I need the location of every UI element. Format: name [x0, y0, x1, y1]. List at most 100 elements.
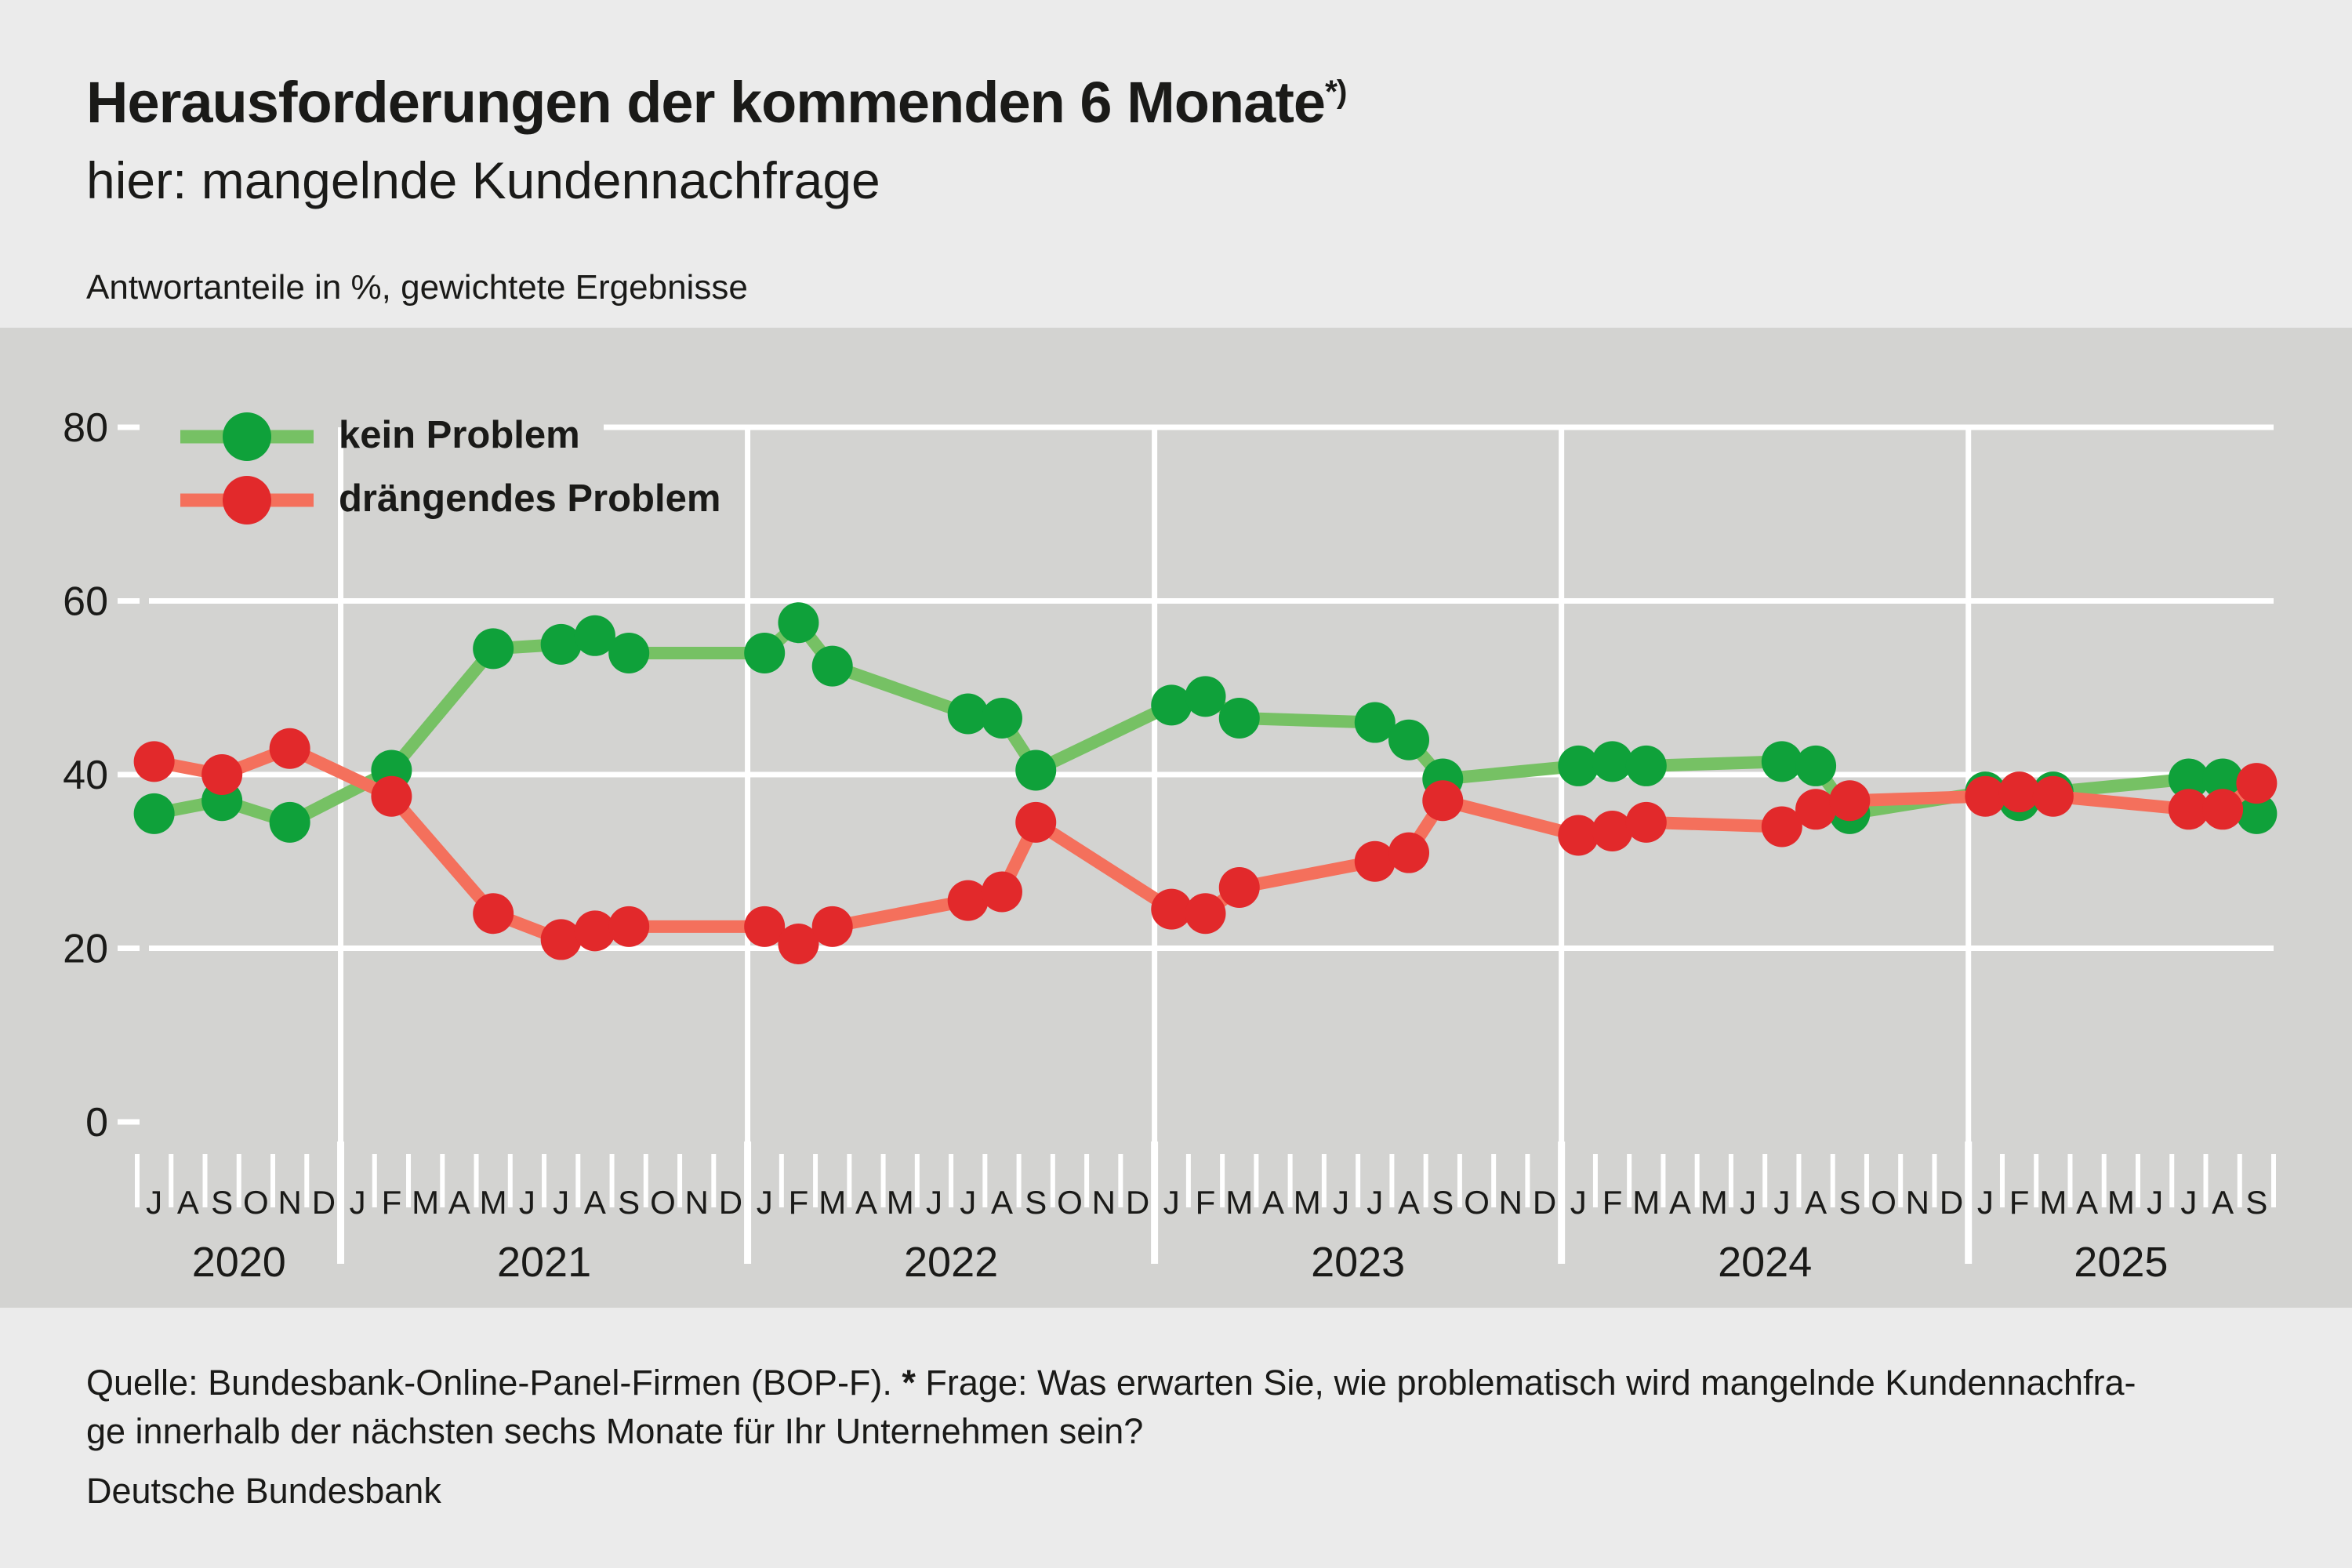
- x-axis-month-label: S: [1432, 1184, 1454, 1221]
- footer-question-part1: Frage: Was erwarten Sie, wie problematis…: [915, 1363, 2136, 1403]
- data-point-draengendes-problem-Mär 2024: [1625, 801, 1667, 843]
- x-axis-month-label: J: [1773, 1184, 1790, 1221]
- x-axis-month-label: J: [553, 1184, 569, 1221]
- footer-source-question-line1: Quelle: Bundesbank-Online-Panel-Firmen (…: [86, 1363, 2136, 1403]
- data-point-kein-problem-Mai 2021: [473, 628, 514, 670]
- data-point-draengendes-problem-Aug 2022: [981, 871, 1022, 913]
- x-axis-month-label: O: [1464, 1184, 1490, 1221]
- x-axis-month-label: J: [1367, 1184, 1383, 1221]
- data-point-kein-problem-Mär 2022: [811, 645, 853, 687]
- page-subtitle: hier: mangelnde Kundennachfrage: [86, 151, 880, 209]
- x-axis-year-label-2020: 2020: [192, 1239, 286, 1286]
- x-axis-year-label-2023: 2023: [1311, 1239, 1405, 1286]
- x-axis-year-label-2024: 2024: [1718, 1239, 1812, 1286]
- data-point-draengendes-problem-Jul 2025: [2168, 789, 2209, 830]
- data-point-kein-problem-Feb 2024: [1592, 741, 1633, 782]
- x-axis-month-label: F: [1196, 1184, 1216, 1221]
- x-axis-month-label: A: [584, 1184, 606, 1221]
- x-axis-month-label: S: [211, 1184, 233, 1221]
- x-axis-month-label: S: [1838, 1184, 1860, 1221]
- data-point-kein-problem-Mär 2023: [1218, 698, 1260, 739]
- x-axis-month-label: O: [1057, 1184, 1083, 1221]
- data-point-kein-problem-Aug 2023: [1388, 719, 1430, 760]
- x-axis-month-label: J: [2147, 1184, 2163, 1221]
- y-axis-label-20: 20: [63, 927, 108, 972]
- data-point-draengendes-problem-Jul 2022: [947, 880, 989, 921]
- x-axis-month-label: M: [1225, 1184, 1253, 1221]
- data-point-draengendes-problem-Feb 2025: [1998, 771, 2040, 813]
- data-point-draengendes-problem-Jan 2023: [1151, 888, 1192, 930]
- data-point-draengendes-problem-Feb 2021: [371, 775, 412, 817]
- x-axis-month-label: A: [2076, 1184, 2098, 1221]
- data-point-kein-problem-Jul 2022: [947, 693, 989, 735]
- data-point-draengendes-problem-Sep 2021: [608, 906, 650, 947]
- data-point-kein-problem-Jul 2020: [133, 793, 175, 834]
- x-axis-month-label: J: [1163, 1184, 1180, 1221]
- data-point-kein-problem-Aug 2021: [574, 615, 615, 656]
- x-axis-month-label: D: [1126, 1184, 1149, 1221]
- x-axis-month-label: A: [448, 1184, 470, 1221]
- data-point-draengendes-problem-Mai 2021: [473, 893, 514, 935]
- x-axis-month-label: O: [1871, 1184, 1896, 1221]
- data-point-draengendes-problem-Aug 2023: [1388, 832, 1430, 873]
- data-point-draengendes-problem-Jan 2025: [1965, 775, 2006, 817]
- x-axis-month-label: J: [1740, 1184, 1756, 1221]
- x-axis-month-label: J: [926, 1184, 942, 1221]
- x-axis-month-label: A: [1669, 1184, 1691, 1221]
- x-axis-month-label: A: [177, 1184, 199, 1221]
- x-axis-month-label: F: [789, 1184, 809, 1221]
- legend-marker-swatch: [223, 412, 271, 461]
- data-point-draengendes-problem-Jul 2023: [1354, 840, 1396, 882]
- legend-label-draengendes-problem: drängendes Problem: [339, 477, 721, 520]
- unit-note: Antwortanteile in %, gewichtete Ergebnis…: [86, 268, 748, 307]
- data-point-kein-problem-Jul 2021: [540, 623, 582, 665]
- data-point-kein-problem-Aug 2025: [2202, 758, 2244, 800]
- x-axis-month-label: A: [1805, 1184, 1827, 1221]
- data-point-kein-problem-Mär 2024: [1625, 745, 1667, 786]
- x-axis-month-label: M: [2107, 1184, 2135, 1221]
- x-axis-month-label: N: [1092, 1184, 1116, 1221]
- footer-source: Quelle: Bundesbank-Online-Panel-Firmen (…: [86, 1363, 902, 1403]
- x-axis-month-label: D: [1533, 1184, 1556, 1221]
- title-footnote-marker: *): [1325, 73, 1347, 110]
- x-axis-month-label: A: [1398, 1184, 1420, 1221]
- data-point-draengendes-problem-Mär 2025: [2032, 775, 2074, 817]
- x-axis-month-label: J: [960, 1184, 976, 1221]
- x-axis-month-label: A: [2212, 1184, 2234, 1221]
- data-point-draengendes-problem-Sep 2024: [1829, 780, 1871, 822]
- data-point-kein-problem-Sep 2025: [2236, 793, 2278, 834]
- x-axis-year-label-2022: 2022: [904, 1239, 998, 1286]
- data-point-draengendes-problem-Jan 2024: [1558, 815, 1599, 856]
- data-point-draengendes-problem-Feb 2024: [1592, 810, 1633, 851]
- x-axis-month-label: N: [278, 1184, 301, 1221]
- data-point-kein-problem-Sep 2021: [608, 632, 650, 673]
- data-point-draengendes-problem-Feb 2023: [1185, 893, 1226, 935]
- data-point-draengendes-problem-Aug 2025: [2202, 789, 2244, 830]
- data-point-draengendes-problem-Aug 2021: [574, 910, 615, 952]
- x-axis-month-label: J: [1570, 1184, 1587, 1221]
- data-point-draengendes-problem-Sep 2022: [1015, 801, 1057, 843]
- data-point-kein-problem-Aug 2022: [981, 698, 1022, 739]
- x-axis-month-label: J: [350, 1184, 366, 1221]
- x-axis-month-label: J: [2180, 1184, 2197, 1221]
- x-axis-month-label: J: [519, 1184, 535, 1221]
- x-axis-month-label: J: [757, 1184, 773, 1221]
- data-point-draengendes-problem-Jul 2024: [1761, 806, 1802, 848]
- data-point-draengendes-problem-Jul 2021: [540, 919, 582, 960]
- x-axis-month-label: M: [1632, 1184, 1660, 1221]
- page-title: Herausforderungen der kommenden 6 Monate…: [86, 69, 1347, 136]
- footnote-star: *: [902, 1363, 916, 1403]
- x-axis-month-label: D: [1940, 1184, 1963, 1221]
- data-point-kein-problem-Jul 2025: [2168, 758, 2209, 800]
- x-axis-year-label-2025: 2025: [2074, 1239, 2168, 1286]
- data-point-draengendes-problem-Sep 2025: [2236, 763, 2278, 804]
- data-point-kein-problem-Feb 2023: [1185, 676, 1226, 717]
- data-point-draengendes-problem-Jan 2022: [744, 906, 786, 947]
- x-axis-month-label: J: [146, 1184, 162, 1221]
- x-axis-month-label: N: [1499, 1184, 1523, 1221]
- data-point-draengendes-problem-Sep 2023: [1422, 780, 1464, 822]
- x-axis-month-label: D: [312, 1184, 336, 1221]
- data-point-kein-problem-Jan 2023: [1151, 684, 1192, 726]
- footer-brand: Deutsche Bundesbank: [86, 1471, 441, 1511]
